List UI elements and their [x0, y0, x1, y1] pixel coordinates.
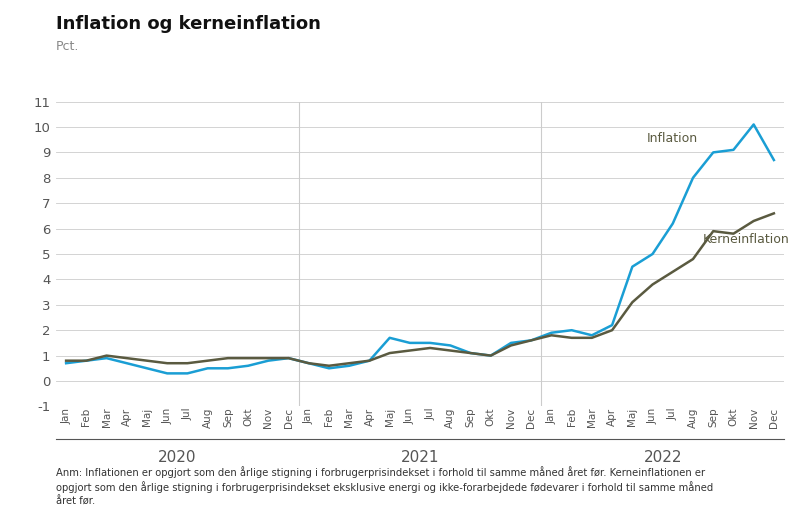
Text: Inflation og kerneinflation: Inflation og kerneinflation [56, 15, 321, 33]
Text: Kerneinflation: Kerneinflation [703, 233, 790, 246]
Text: 2020: 2020 [158, 450, 197, 465]
Text: Pct.: Pct. [56, 40, 79, 53]
Text: 2021: 2021 [401, 450, 439, 465]
Text: Anm: Inflationen er opgjort som den årlige stigning i forbrugerprisindekset i fo: Anm: Inflationen er opgjort som den årli… [56, 466, 714, 507]
Text: 2022: 2022 [643, 450, 682, 465]
Text: Inflation: Inflation [647, 132, 698, 145]
